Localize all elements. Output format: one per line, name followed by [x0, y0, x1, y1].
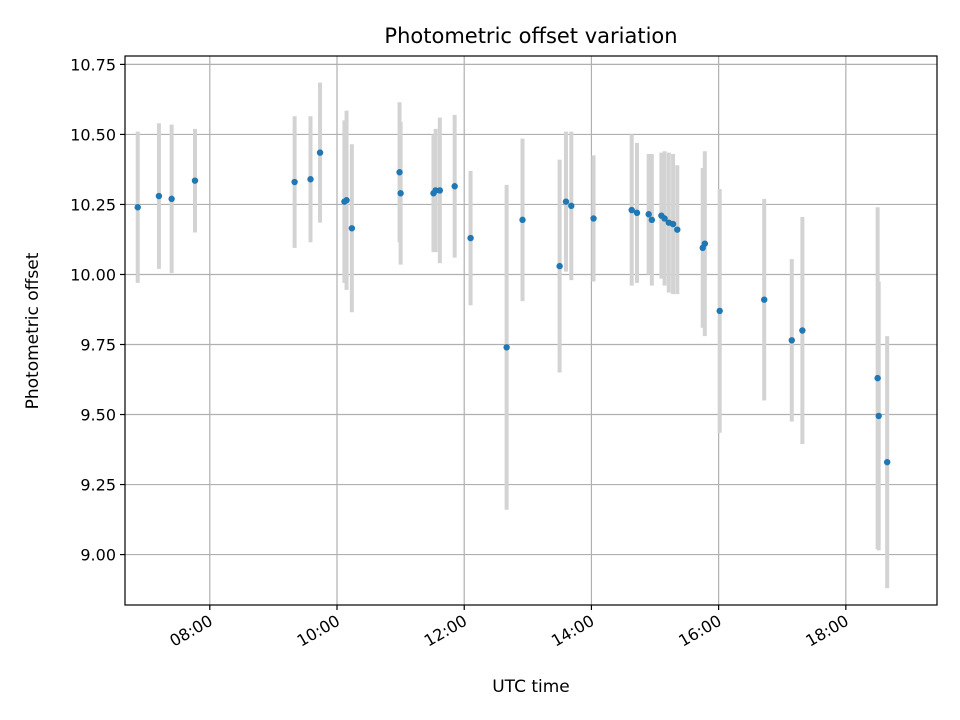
data-point: [799, 327, 806, 334]
x-tick-label: 08:00: [166, 611, 215, 651]
data-point: [716, 307, 723, 315]
data-point: [134, 204, 141, 211]
y-tick-label: 9.25: [80, 476, 116, 495]
data-point: [316, 149, 324, 156]
data-point: [343, 197, 350, 204]
data-point: [633, 209, 641, 217]
x-tick-label: 14:00: [548, 611, 597, 651]
y-tick-label: 9.00: [80, 546, 116, 565]
data-point: [674, 226, 681, 233]
data-point: [348, 225, 356, 232]
data-point: [883, 458, 891, 466]
data-point: [590, 215, 597, 222]
data-point: [701, 240, 709, 247]
y-tick-label: 9.75: [80, 336, 116, 355]
grid: [125, 56, 937, 605]
data-point: [396, 169, 403, 176]
axis-ticks: 08:00 10:00 12:00 14:00 16:00 18:00 9.00 9.25 9.…: [70, 55, 852, 650]
data-point: [669, 220, 677, 228]
data-point: [307, 176, 314, 183]
data-point: [661, 215, 668, 222]
data-point: [628, 206, 635, 214]
data-point: [562, 198, 570, 205]
data-point: [291, 178, 298, 186]
data-point: [519, 216, 526, 224]
chart-title: Photometric offset variation: [384, 24, 677, 48]
data-point: [761, 296, 768, 303]
data-point: [648, 216, 656, 224]
data-point: [503, 344, 510, 351]
data-point: [155, 192, 163, 200]
y-axis-label: Photometric offset: [23, 252, 43, 409]
plot-frame: [124, 55, 938, 606]
y-tick-label: 10.25: [70, 195, 116, 214]
data-point: [645, 211, 652, 218]
data-point: [874, 374, 881, 382]
data-point: [556, 262, 563, 270]
data-point: [436, 187, 444, 194]
y-tick-label: 9.50: [80, 406, 116, 425]
data-point: [191, 177, 199, 184]
x-tick-label: 12:00: [421, 611, 470, 651]
error-bars: [135, 82, 890, 589]
data-points: [134, 149, 891, 466]
x-tick-label: 10:00: [294, 611, 343, 651]
x-tick-label: 16:00: [675, 611, 724, 651]
data-point: [568, 202, 575, 210]
data-point: [397, 190, 404, 197]
data-point: [451, 183, 458, 190]
x-axis-label: UTC time: [492, 677, 570, 697]
y-tick-label: 10.75: [70, 55, 116, 74]
data-point: [875, 412, 882, 420]
x-tick-label: 18:00: [802, 611, 851, 651]
data-point: [788, 337, 795, 344]
data-point: [467, 234, 474, 242]
data-point: [168, 195, 175, 203]
y-tick-label: 10.00: [70, 265, 116, 284]
y-tick-label: 10.50: [70, 125, 116, 144]
